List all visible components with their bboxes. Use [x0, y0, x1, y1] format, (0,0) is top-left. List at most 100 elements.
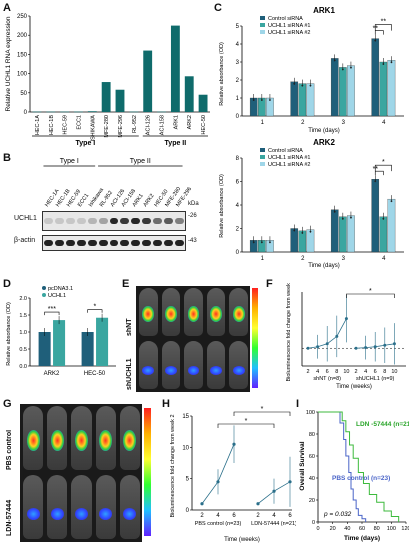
bar: [298, 230, 307, 253]
panel-g-bioluminescence-images: PBS control LDN-57444: [6, 404, 162, 544]
sig-bracket: [374, 30, 384, 35]
data-point: [333, 210, 336, 213]
bioluminescence-signal: [232, 365, 245, 375]
x-tick-label: 20: [330, 526, 336, 532]
bioluminescence-signal: [26, 430, 40, 451]
bar: [379, 216, 388, 253]
mouse-image: [139, 288, 158, 336]
bar: [339, 67, 347, 117]
sig-bracket: [233, 411, 291, 416]
bar: [290, 81, 299, 117]
bioluminescence-signal: [142, 365, 155, 375]
x-tick-label: RL-952: [132, 115, 138, 133]
panel-label-f: F: [266, 278, 273, 290]
x-tick-label: ARK2: [187, 115, 193, 129]
y-tick-label: 1.0: [19, 330, 27, 336]
bioluminescence-signal: [50, 508, 64, 520]
sig-label: *: [382, 159, 385, 166]
y-tick-label: 0: [236, 114, 240, 120]
row-label-pbs: PBS control: [6, 429, 13, 470]
x-axis-label: Time (weeks): [336, 384, 372, 390]
legend-label: Control siRNA: [268, 148, 303, 154]
marker-26: -26: [188, 213, 197, 219]
sig-label: *: [369, 288, 372, 295]
actin-band: [131, 240, 141, 246]
actin-band: [142, 240, 152, 246]
mouse-image: [23, 406, 44, 470]
y-tick-label: 0.5: [19, 347, 27, 353]
actin-blot-strip: [42, 235, 186, 251]
data-point: [260, 241, 263, 244]
bar: [81, 332, 94, 366]
x-tick-label: ARK1: [173, 115, 179, 129]
x-tick-label: 60: [359, 526, 365, 532]
y-tick-label: 0: [236, 250, 240, 256]
group-label: PBS control (n=23): [195, 521, 242, 527]
x-tick-label: 1: [261, 120, 265, 126]
x-axis-label: Time (weeks): [224, 537, 260, 543]
y-tick-label: 100: [17, 72, 28, 78]
x-tick-label: 4: [382, 256, 386, 262]
bar: [379, 61, 388, 117]
legend-swatch: [260, 155, 265, 159]
sig-bracket: [44, 311, 60, 316]
chart-title: ARK2: [313, 138, 335, 147]
sig-label: **: [373, 26, 379, 33]
data-point: [374, 39, 377, 42]
legend-label: UCHL1 siRNA #2: [268, 30, 311, 36]
x-tick-label: 1: [261, 256, 265, 262]
y-tick-label: 4: [236, 42, 240, 48]
group-label: shUCHL1 (n=9): [356, 376, 395, 382]
sig-label: *: [245, 418, 248, 425]
group-label: shNT (n=8): [313, 376, 341, 382]
bar: [298, 83, 307, 117]
y-tick-label: 0.0: [19, 364, 27, 370]
y-tick-label: 10: [182, 445, 189, 451]
y-tick-label: 1: [236, 96, 240, 102]
y-tick-label: 1.5: [19, 313, 27, 319]
legend-label: pcDNA3.1: [48, 286, 73, 292]
mouse-image: [139, 341, 158, 389]
x-tick-label: 6: [374, 369, 377, 375]
x-tick-label: 2: [256, 513, 260, 519]
y-tick-label: 0: [186, 508, 190, 514]
mouse-image: [47, 475, 68, 539]
x-tick-label: ACI-126: [146, 115, 152, 135]
mouse-image: [229, 288, 248, 336]
actin-band: [153, 240, 163, 246]
bioluminescence-signal: [232, 306, 245, 322]
y-tick-label: 15: [182, 414, 189, 420]
data-point: [341, 68, 344, 71]
bioluminescence-signal: [187, 365, 200, 375]
actin-row-label: β-actin: [14, 237, 36, 244]
bar: [198, 94, 208, 112]
bar: [170, 25, 180, 113]
mouse-image: [95, 475, 116, 539]
x-tick-label: 3: [342, 256, 346, 262]
mouse-image: [206, 288, 226, 336]
bar: [290, 228, 299, 253]
chart-title: ARK1: [313, 6, 335, 15]
x-tick-label: 10: [391, 369, 397, 375]
data-point: [374, 180, 377, 183]
x-axis-label: Time (days): [344, 535, 380, 542]
y-tick-label: 80: [309, 432, 315, 438]
uchl1-band: [142, 218, 152, 224]
y-tick-label: 60: [309, 454, 315, 460]
bar: [143, 50, 153, 112]
bar: [101, 82, 111, 112]
panel-label-g: G: [3, 398, 12, 410]
x-tick-label: 6: [326, 369, 329, 375]
blot-group-header: Type I Type II: [43, 158, 183, 167]
y-tick-label: 2: [236, 78, 240, 84]
x-tick-label: HEC-1B: [49, 115, 55, 136]
panel-h-line-chart: 0 5 10 15 2 4 6 2 4 6 PBS control (n=23) LDN-57444 …: [170, 406, 296, 543]
uchl1-band: [109, 218, 119, 224]
actin-band: [65, 240, 75, 246]
x-axis-label: Time (days): [308, 128, 339, 134]
panel-label-h: H: [162, 398, 170, 410]
x-tick-label: 8: [383, 369, 386, 375]
x-tick-label: HEC-59: [63, 115, 69, 135]
x-tick-label: 2: [301, 256, 305, 262]
sig-label: *: [93, 304, 96, 311]
